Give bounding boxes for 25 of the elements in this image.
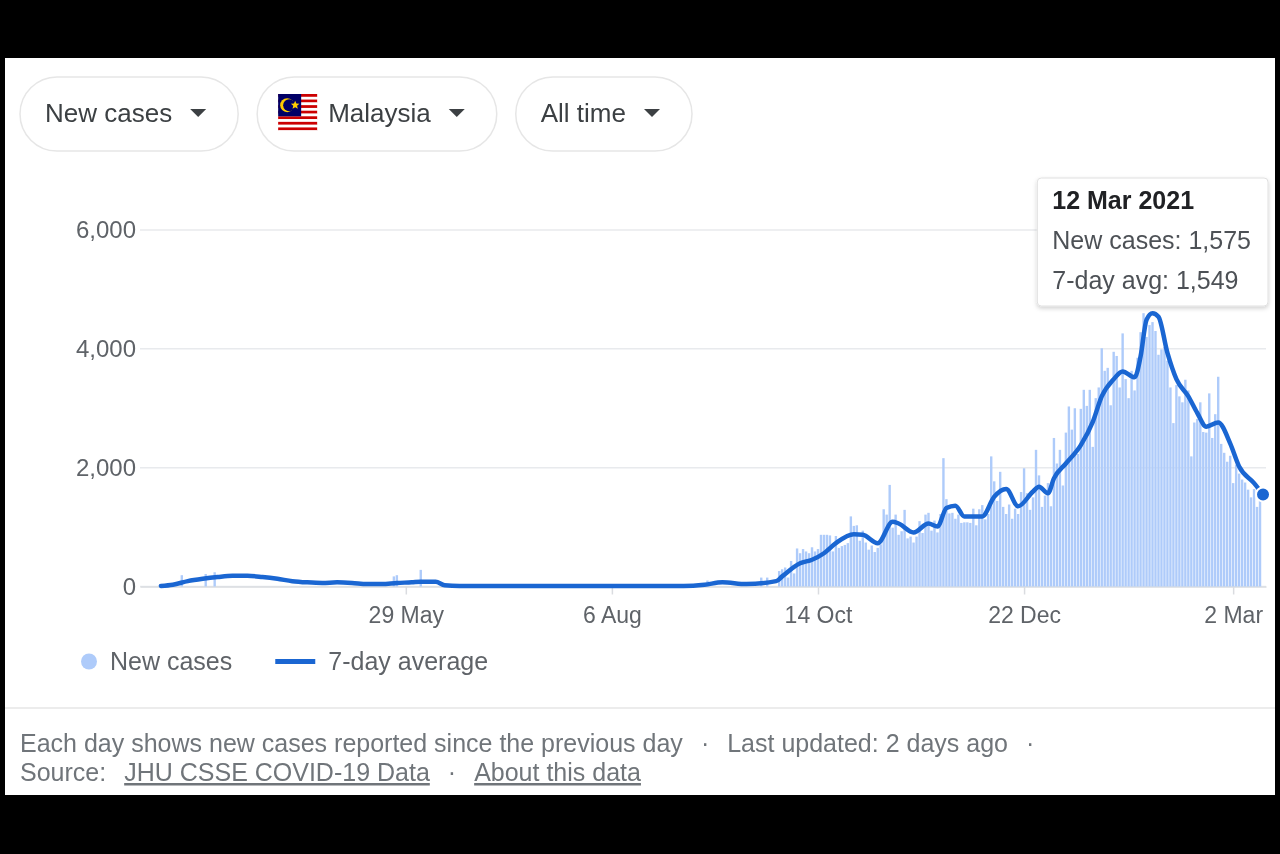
- text: Each day shows new cases reported since the previous day: [20, 729, 684, 757]
- y-tick-label: 6,000: [75, 216, 136, 244]
- text: Last updated: 2 days ago: [727, 729, 1008, 757]
- text: Malaysia: [328, 98, 432, 128]
- text: 12 Mar 2021: [1052, 186, 1195, 214]
- text: ·: [700, 729, 710, 757]
- text: ·: [447, 758, 457, 786]
- x-tick-label: 22 Dec: [988, 601, 1062, 628]
- legend-label: 7-day average: [328, 647, 489, 676]
- source-note: Source:: [20, 758, 107, 786]
- x-tick-label: 2 Mar: [1204, 601, 1264, 628]
- y-tick-label: 0: [122, 572, 136, 600]
- text: JHU CSSE COVID-19 Data: [124, 758, 430, 786]
- text: All time: [540, 98, 626, 128]
- annotation: New cases: 1,575: [1052, 226, 1251, 254]
- annotation: 7-day avg: 1,549: [1052, 266, 1239, 294]
- x-tick-label: 29 May: [368, 601, 445, 628]
- x-tick-label: 14 Oct: [784, 601, 853, 628]
- legend-label: New cases: [110, 647, 233, 676]
- x-tick-label: 6 Aug: [582, 601, 642, 628]
- y-tick-label: 2,000: [75, 453, 136, 481]
- text: About this data: [474, 758, 642, 786]
- text: New cases: [45, 98, 173, 128]
- text: ·: [1025, 729, 1035, 757]
- y-tick-label: 4,000: [75, 335, 136, 363]
